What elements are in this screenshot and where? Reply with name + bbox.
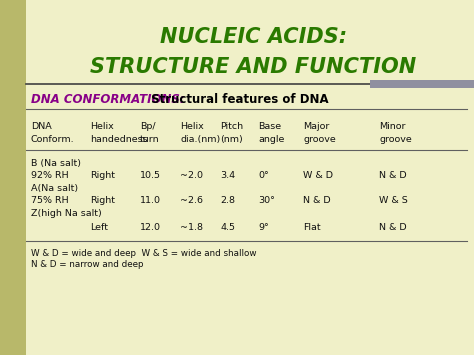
Text: Helix: Helix bbox=[180, 121, 204, 131]
Text: ~2.0: ~2.0 bbox=[180, 171, 203, 180]
Text: Bp/: Bp/ bbox=[140, 121, 155, 131]
Text: STRUCTURE AND FUNCTION: STRUCTURE AND FUNCTION bbox=[91, 58, 417, 77]
Text: 75% RH: 75% RH bbox=[31, 196, 68, 206]
Bar bbox=[370, 80, 474, 88]
Text: turn: turn bbox=[140, 135, 159, 144]
Text: handedness: handedness bbox=[90, 135, 148, 144]
Text: 4.5: 4.5 bbox=[220, 223, 236, 232]
Text: Z(high Na salt): Z(high Na salt) bbox=[31, 209, 101, 218]
Text: N & D: N & D bbox=[379, 171, 407, 180]
Text: Pitch: Pitch bbox=[220, 121, 244, 131]
Text: Right: Right bbox=[90, 171, 115, 180]
Text: ~1.8: ~1.8 bbox=[180, 223, 203, 232]
Text: B (Na salt): B (Na salt) bbox=[31, 159, 81, 168]
Text: NUCLEIC ACIDS:: NUCLEIC ACIDS: bbox=[160, 27, 347, 47]
Text: Base: Base bbox=[258, 121, 282, 131]
Text: 0°: 0° bbox=[258, 171, 269, 180]
Text: N & D: N & D bbox=[303, 196, 331, 206]
Text: W & S: W & S bbox=[379, 196, 408, 206]
Text: 11.0: 11.0 bbox=[140, 196, 161, 206]
Text: A(Na salt): A(Na salt) bbox=[31, 184, 78, 193]
Text: groove: groove bbox=[303, 135, 336, 144]
Text: 12.0: 12.0 bbox=[140, 223, 161, 232]
Text: 2.8: 2.8 bbox=[220, 196, 236, 206]
Text: groove: groove bbox=[379, 135, 412, 144]
Text: (nm): (nm) bbox=[220, 135, 243, 144]
Text: ~2.6: ~2.6 bbox=[180, 196, 203, 206]
Text: Minor: Minor bbox=[379, 121, 406, 131]
Text: 30°: 30° bbox=[258, 196, 275, 206]
Text: Structural features of DNA: Structural features of DNA bbox=[147, 93, 328, 106]
Text: 3.4: 3.4 bbox=[220, 171, 236, 180]
Text: dia.(nm): dia.(nm) bbox=[180, 135, 220, 144]
Text: DNA CONFORMATIONS:: DNA CONFORMATIONS: bbox=[31, 93, 184, 106]
Text: W & D: W & D bbox=[303, 171, 333, 180]
Text: DNA: DNA bbox=[31, 121, 52, 131]
Text: N & D = narrow and deep: N & D = narrow and deep bbox=[31, 260, 143, 269]
Text: Conform.: Conform. bbox=[31, 135, 74, 144]
Text: 10.5: 10.5 bbox=[140, 171, 161, 180]
Text: Helix: Helix bbox=[90, 121, 114, 131]
Text: 92% RH: 92% RH bbox=[31, 171, 68, 180]
Text: angle: angle bbox=[258, 135, 285, 144]
Text: Major: Major bbox=[303, 121, 330, 131]
Text: N & D: N & D bbox=[379, 223, 407, 232]
Bar bbox=[0, 0, 26, 355]
Text: Left: Left bbox=[90, 223, 108, 232]
Text: 9°: 9° bbox=[258, 223, 269, 232]
Text: Flat: Flat bbox=[303, 223, 321, 232]
Text: Right: Right bbox=[90, 196, 115, 206]
Text: W & D = wide and deep  W & S = wide and shallow: W & D = wide and deep W & S = wide and s… bbox=[31, 249, 256, 258]
